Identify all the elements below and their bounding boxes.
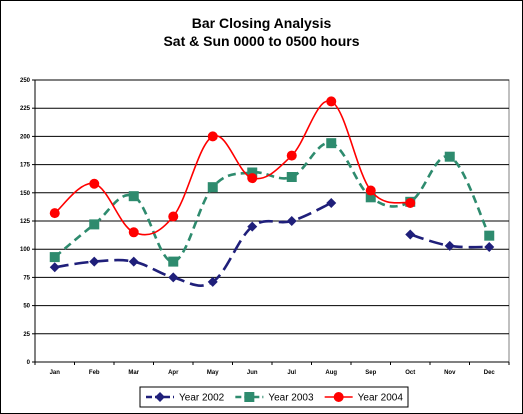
series-line [53,141,491,263]
data-point [244,392,255,402]
data-point [326,138,337,149]
x-tick-label: Jul [287,370,296,376]
data-point [365,185,376,196]
data-point [326,197,337,208]
data-point [333,392,344,402]
y-tick-label: 0 [27,360,31,366]
data-point [484,230,495,241]
data-point [207,182,218,193]
data-point [89,178,100,189]
x-tick-label: May [207,370,219,376]
data-point [247,173,258,184]
chart-title: Bar Closing Analysis [191,15,332,31]
y-tick-label: 225 [20,106,31,112]
data-point [286,150,297,161]
y-tick-label: 200 [20,134,31,140]
data-point [247,167,258,178]
data-point [405,197,416,208]
x-tick-label: Sep [365,370,376,376]
x-tick-label: Nov [444,370,456,376]
data-point [168,211,179,222]
data-point [207,131,218,142]
y-tick-label: 50 [23,304,30,310]
data-point [49,208,60,219]
data-point [326,96,337,107]
y-tick-label: 75 [23,275,30,281]
data-point [405,229,416,240]
y-tick-label: 175 [20,163,31,169]
data-point [444,151,455,162]
legend-label: Year 2002 [179,393,225,404]
data-point [168,272,179,283]
series-line [54,100,411,236]
x-tick-label: Jan [50,370,61,376]
x-tick-label: Jun [247,370,258,376]
y-tick-label: 100 [20,247,31,253]
legend-label: Year 2004 [358,393,404,404]
x-tick-label: Mar [128,370,139,376]
data-point [207,276,218,287]
data-point [128,256,139,267]
data-point [168,256,179,267]
data-point [89,256,100,267]
legend-box [139,386,409,408]
x-tick-label: Feb [89,370,100,376]
x-tick-label: Aug [325,370,337,376]
data-point [128,227,139,238]
y-tick-label: 150 [20,191,31,197]
data-point [89,219,100,230]
chart-subtitle: Sat & Sun 0000 to 0500 hours [163,33,360,49]
y-tick-label: 250 [20,78,31,84]
series-1 [49,138,495,267]
y-tick-label: 125 [20,219,31,225]
chart-title-block: Bar Closing Analysis Sat & Sun 0000 to 0… [0,14,523,50]
data-point [444,240,455,251]
data-point [247,221,258,232]
legend-label: Year 2003 [268,393,314,404]
data-point [286,172,297,183]
data-point [155,392,165,402]
data-point [49,252,60,263]
x-tick-label: Dec [484,370,496,376]
data-point [128,191,139,202]
series-2 [49,96,416,238]
series-0 [49,197,495,287]
data-point [49,262,60,273]
x-tick-label: Oct [405,370,415,376]
data-point [484,241,495,252]
data-point [286,216,297,226]
data-point [365,192,376,203]
y-tick-label: 25 [23,332,30,338]
x-tick-label: Apr [168,370,179,376]
